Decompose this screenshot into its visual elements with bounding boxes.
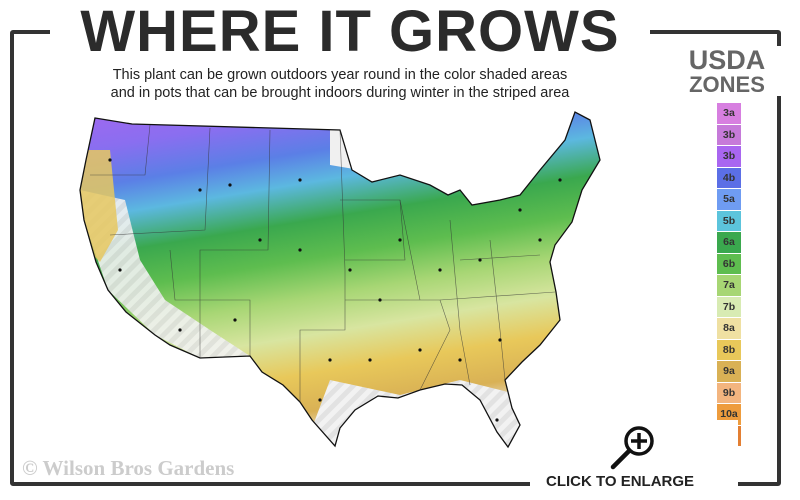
zone-shading [80,112,600,447]
legend-zone-8a: 8a [717,318,741,339]
zone-legend: 3a3b3b4b5a5b6a6b7a7b8a8b9a9b10a10b [717,103,741,447]
subtitle-line-2: and in pots that can be brought indoors … [110,85,570,101]
legend-title-line-2: ZONES [689,72,765,97]
legend-zone-3b: 3b [717,124,741,145]
copyright-watermark: © Wilson Bros Gardens [22,456,235,480]
legend-zone-9a: 9a [717,361,741,382]
zoom-in-magnifier-icon [610,426,654,470]
legend-zone-10a: 10a [717,404,741,425]
legend-zone-9b: 9b [717,382,741,403]
legend-zone-8b: 8b [717,339,741,360]
subtitle-line-1: This plant can be grown outdoors year ro… [112,67,568,83]
legend-title-line-1: USDA [688,45,766,75]
page-title: WHERE IT GROWS [50,2,650,62]
legend-zone-4b: 4b [717,167,741,188]
click-to-enlarge-label: CLICK TO ENLARGE [546,473,695,490]
legend-zone-6a: 6a [717,232,741,253]
legend-zone-3b: 3b [717,146,741,167]
legend-zone-7a: 7a [717,275,741,296]
legend-zone-7b: 7b [717,296,741,317]
state-borders [90,124,556,402]
legend-zone-5a: 5a [717,189,741,210]
legend-zone-3a: 3a [717,103,741,124]
city-dots [108,158,562,422]
legend-zone-6b: 6b [717,253,741,274]
legend-title: USDA ZONES [672,46,782,96]
subtitle: This plant can be grown outdoors year ro… [40,66,640,102]
click-to-enlarge-button[interactable]: CLICK TO ENLARGE [530,420,738,500]
legend-zone-5b: 5b [717,210,741,231]
